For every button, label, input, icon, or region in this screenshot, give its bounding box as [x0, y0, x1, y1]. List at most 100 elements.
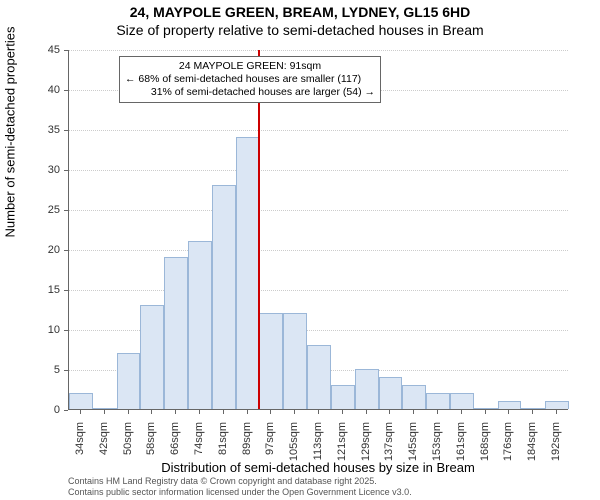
x-tick-mark	[104, 410, 105, 414]
histogram-bar	[164, 257, 188, 409]
gridline	[69, 50, 568, 51]
y-tick-mark	[64, 210, 68, 211]
x-tick-mark	[556, 410, 557, 414]
y-tick-label: 15	[30, 284, 60, 296]
histogram-bar	[474, 408, 498, 409]
histogram-bar	[402, 385, 426, 409]
x-tick-mark	[342, 410, 343, 414]
histogram-bar	[117, 353, 141, 409]
x-tick-mark	[270, 410, 271, 414]
y-tick-label: 30	[30, 164, 60, 176]
histogram-bar	[331, 385, 355, 409]
histogram-bar	[236, 137, 260, 409]
x-tick-label: 145sqm	[407, 422, 419, 467]
histogram-bar	[188, 241, 212, 409]
x-tick-label: 50sqm	[122, 422, 134, 467]
x-tick-mark	[389, 410, 390, 414]
histogram-bar	[426, 393, 450, 409]
x-tick-label: 184sqm	[526, 422, 538, 467]
chart-title-address: 24, MAYPOLE GREEN, BREAM, LYDNEY, GL15 6…	[0, 4, 600, 20]
x-tick-mark	[461, 410, 462, 414]
y-tick-label: 45	[30, 44, 60, 56]
x-tick-mark	[318, 410, 319, 414]
gridline	[69, 130, 568, 131]
y-axis-label: Number of semi-detached properties	[3, 27, 18, 238]
footer-line1: Contains HM Land Registry data © Crown c…	[68, 476, 412, 486]
chart-container: 24, MAYPOLE GREEN, BREAM, LYDNEY, GL15 6…	[0, 0, 600, 500]
x-tick-mark	[199, 410, 200, 414]
histogram-bar	[69, 393, 93, 409]
annotation-line3: 31% of semi-detached houses are larger (…	[125, 86, 375, 99]
gridline	[69, 290, 568, 291]
annotation-line2: ← 68% of semi-detached houses are smalle…	[125, 73, 375, 86]
histogram-bar	[212, 185, 236, 409]
y-tick-label: 40	[30, 84, 60, 96]
x-tick-mark	[175, 410, 176, 414]
footer-line2: Contains public sector information licen…	[68, 487, 412, 497]
x-tick-label: 105sqm	[288, 422, 300, 467]
x-tick-label: 129sqm	[360, 422, 372, 467]
y-tick-label: 35	[30, 124, 60, 136]
histogram-bar	[259, 313, 283, 409]
x-tick-label: 66sqm	[169, 422, 181, 467]
x-tick-mark	[151, 410, 152, 414]
chart-title-subtitle: Size of property relative to semi-detach…	[0, 22, 600, 38]
x-tick-mark	[532, 410, 533, 414]
histogram-bar	[140, 305, 164, 409]
plot-area: 24 MAYPOLE GREEN: 91sqm← 68% of semi-det…	[68, 50, 568, 410]
x-tick-mark	[80, 410, 81, 414]
marker-line	[258, 50, 260, 409]
footer-attribution: Contains HM Land Registry data © Crown c…	[68, 476, 412, 497]
x-tick-label: 89sqm	[241, 422, 253, 467]
x-tick-mark	[366, 410, 367, 414]
x-tick-label: 81sqm	[217, 422, 229, 467]
x-tick-label: 176sqm	[502, 422, 514, 467]
y-tick-label: 10	[30, 324, 60, 336]
x-tick-label: 58sqm	[145, 422, 157, 467]
y-tick-mark	[64, 330, 68, 331]
y-tick-mark	[64, 170, 68, 171]
x-tick-label: 97sqm	[264, 422, 276, 467]
x-tick-mark	[508, 410, 509, 414]
x-tick-label: 153sqm	[431, 422, 443, 467]
histogram-bar	[450, 393, 474, 409]
y-tick-mark	[64, 370, 68, 371]
histogram-bar	[379, 377, 403, 409]
histogram-bar	[307, 345, 331, 409]
y-tick-mark	[64, 410, 68, 411]
x-tick-label: 192sqm	[550, 422, 562, 467]
y-tick-mark	[64, 130, 68, 131]
histogram-bar	[521, 408, 545, 409]
x-tick-label: 34sqm	[74, 422, 86, 467]
gridline	[69, 250, 568, 251]
x-tick-label: 42sqm	[98, 422, 110, 467]
x-tick-mark	[128, 410, 129, 414]
gridline	[69, 170, 568, 171]
x-tick-label: 113sqm	[312, 422, 324, 467]
histogram-bar	[93, 408, 117, 409]
annotation-line1: 24 MAYPOLE GREEN: 91sqm	[125, 60, 375, 73]
x-tick-label: 121sqm	[336, 422, 348, 467]
x-tick-mark	[223, 410, 224, 414]
gridline	[69, 210, 568, 211]
y-tick-label: 0	[30, 404, 60, 416]
x-tick-label: 137sqm	[383, 422, 395, 467]
x-tick-label: 168sqm	[479, 422, 491, 467]
y-tick-mark	[64, 250, 68, 251]
histogram-bar	[283, 313, 307, 409]
histogram-bar	[498, 401, 522, 409]
y-tick-label: 5	[30, 364, 60, 376]
y-tick-label: 25	[30, 204, 60, 216]
y-tick-mark	[64, 50, 68, 51]
x-tick-label: 161sqm	[455, 422, 467, 467]
x-tick-mark	[437, 410, 438, 414]
y-tick-label: 20	[30, 244, 60, 256]
x-tick-mark	[294, 410, 295, 414]
y-tick-mark	[64, 90, 68, 91]
x-tick-mark	[247, 410, 248, 414]
histogram-bar	[545, 401, 569, 409]
x-tick-label: 74sqm	[193, 422, 205, 467]
x-tick-mark	[413, 410, 414, 414]
annotation-box: 24 MAYPOLE GREEN: 91sqm← 68% of semi-det…	[119, 56, 381, 103]
x-tick-mark	[485, 410, 486, 414]
